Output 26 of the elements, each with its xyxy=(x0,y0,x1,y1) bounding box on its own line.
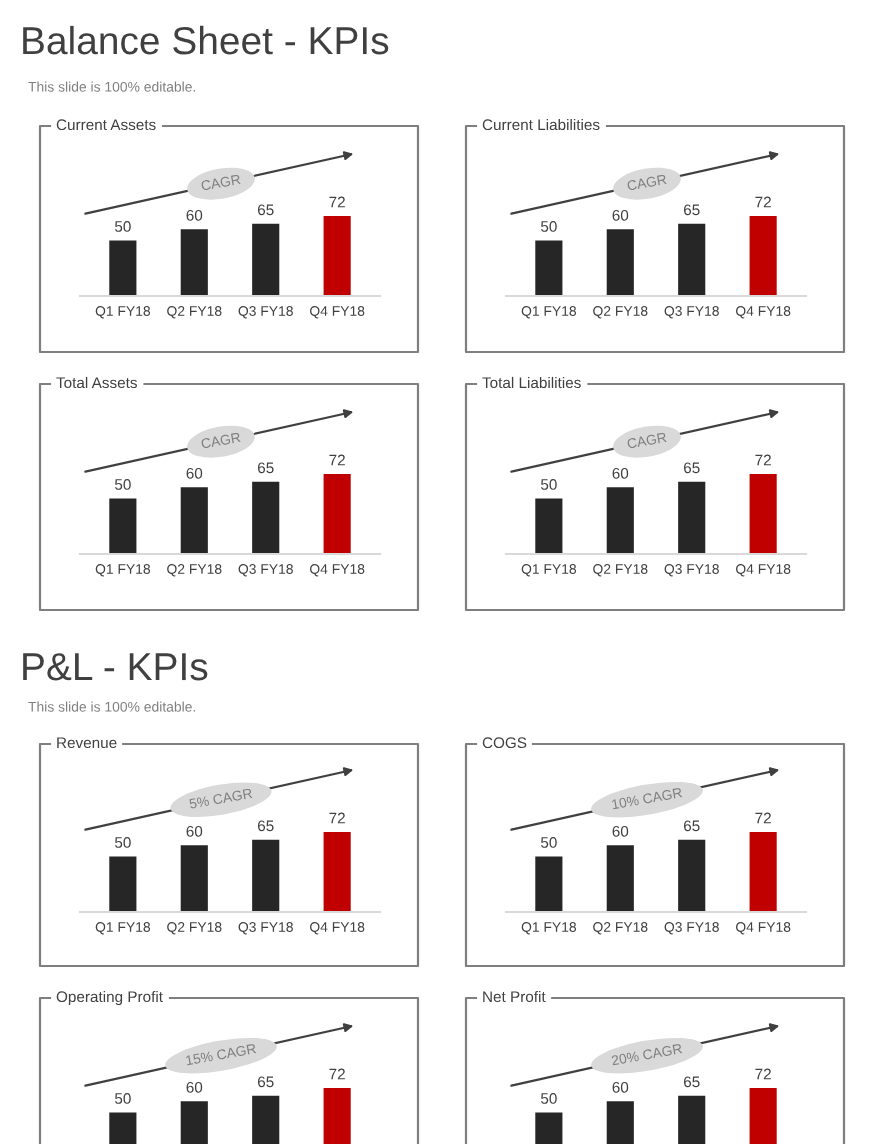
bar xyxy=(109,498,137,554)
bar xyxy=(749,474,777,554)
bar xyxy=(535,856,563,912)
bar xyxy=(109,856,137,912)
bar xyxy=(535,498,563,554)
bar xyxy=(606,229,634,296)
bar xyxy=(535,240,563,296)
bar xyxy=(678,839,706,912)
bar xyxy=(678,223,706,296)
bar xyxy=(180,845,208,912)
bar xyxy=(180,229,208,296)
bar xyxy=(749,216,777,296)
bar xyxy=(323,474,351,554)
text: Balance Sheet - KPIs xyxy=(23,25,389,55)
bar xyxy=(678,481,706,554)
bar xyxy=(109,240,137,296)
bar xyxy=(252,839,280,912)
bar xyxy=(606,845,634,912)
bar xyxy=(606,487,634,554)
bar xyxy=(323,832,351,912)
bar xyxy=(323,216,351,296)
bar xyxy=(180,487,208,554)
text: P&L - KPIs xyxy=(23,653,208,681)
bar xyxy=(252,481,280,554)
bar xyxy=(749,832,777,912)
bar xyxy=(252,223,280,296)
